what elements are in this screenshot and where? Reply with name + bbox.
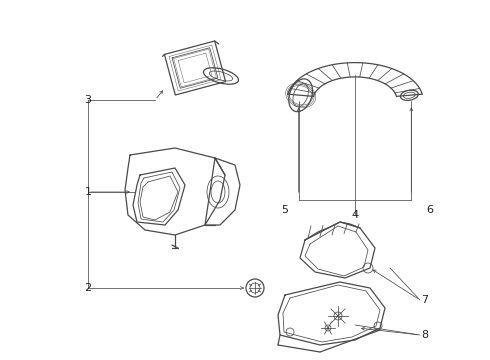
Text: 2: 2 (84, 283, 92, 293)
Text: 7: 7 (421, 295, 429, 305)
Text: 5: 5 (281, 205, 289, 215)
Text: 6: 6 (426, 205, 434, 215)
Text: 3: 3 (84, 95, 92, 105)
Text: 8: 8 (421, 330, 429, 340)
Text: 1: 1 (84, 187, 92, 197)
Text: 4: 4 (351, 210, 359, 220)
